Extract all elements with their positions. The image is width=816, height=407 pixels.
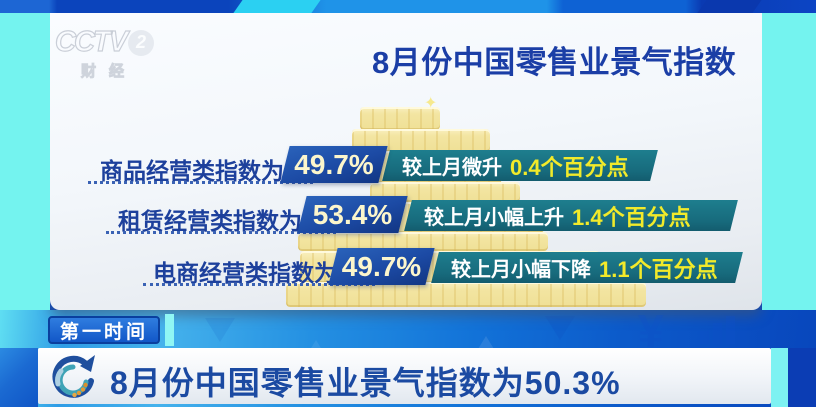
watermark-triangle-icon — [545, 316, 575, 340]
panel-title: 8月份中国零售业景气指数 — [372, 45, 737, 80]
index-value-tag: 49.7% — [333, 248, 430, 285]
badge-accent — [165, 314, 174, 346]
top-strip-cyan-slash — [233, 0, 321, 13]
swirl-arrow-icon — [52, 355, 95, 398]
top-strip — [0, 0, 816, 13]
sparkle-icon: ✦ — [424, 95, 438, 112]
change-text: 较上月微升 — [402, 157, 502, 179]
headline-bar-end — [788, 348, 816, 407]
watermark-triangle-icon — [205, 318, 235, 342]
headline-text: 8月份中国零售业景气指数为50.3% — [110, 365, 621, 401]
dotted-underline — [143, 283, 375, 286]
program-badge-label: 第一时间 — [59, 321, 148, 343]
change-value: 1.4个百分点 — [572, 204, 691, 230]
coin-tier — [370, 182, 520, 202]
dotted-underline — [88, 181, 313, 184]
index-value-tag: 53.4% — [302, 196, 403, 233]
ticker-corner — [0, 348, 38, 407]
index-change-tag: 较上月微升 0.4个百分点 — [386, 150, 654, 181]
channel-subtitle: 财经 — [81, 63, 138, 81]
right-rail — [762, 13, 816, 310]
program-badge: 第一时间 — [48, 316, 160, 344]
change-text: 较上月小幅下降 — [451, 259, 591, 281]
top-strip-dark-slash — [697, 0, 762, 13]
index-change-tag: 较上月小幅上升 1.4个百分点 — [408, 200, 734, 231]
left-rail — [0, 13, 50, 310]
index-value-tag: 49.7% — [285, 146, 383, 183]
change-text: 较上月小幅上升 — [424, 207, 564, 229]
change-value: 0.4个百分点 — [510, 154, 629, 180]
cctv-logo: CCTV 2 财经 — [54, 25, 154, 81]
change-value: 1.1个百分点 — [599, 256, 718, 282]
headline-bar — [38, 348, 771, 404]
index-label: 租赁经营类指数为 — [118, 208, 302, 234]
watermark-bars-icon — [700, 316, 735, 344]
index-label: 商品经营类指数为 — [100, 158, 284, 184]
index-value: 53.4% — [312, 198, 393, 230]
headline-bar-accent — [771, 348, 788, 407]
dotted-underline — [106, 231, 336, 234]
index-value: 49.7% — [341, 250, 422, 282]
coin-tier — [360, 107, 440, 130]
channel-name: CCTV — [54, 25, 128, 58]
channel-number: 2 — [127, 29, 154, 56]
index-value: 49.7% — [294, 148, 374, 180]
index-change-tag: 较上月小幅下降 1.1个百分点 — [435, 252, 739, 283]
index-label: 电商经营类指数为 — [153, 260, 337, 286]
coin-tier — [298, 232, 548, 251]
coin-tier — [286, 282, 646, 307]
